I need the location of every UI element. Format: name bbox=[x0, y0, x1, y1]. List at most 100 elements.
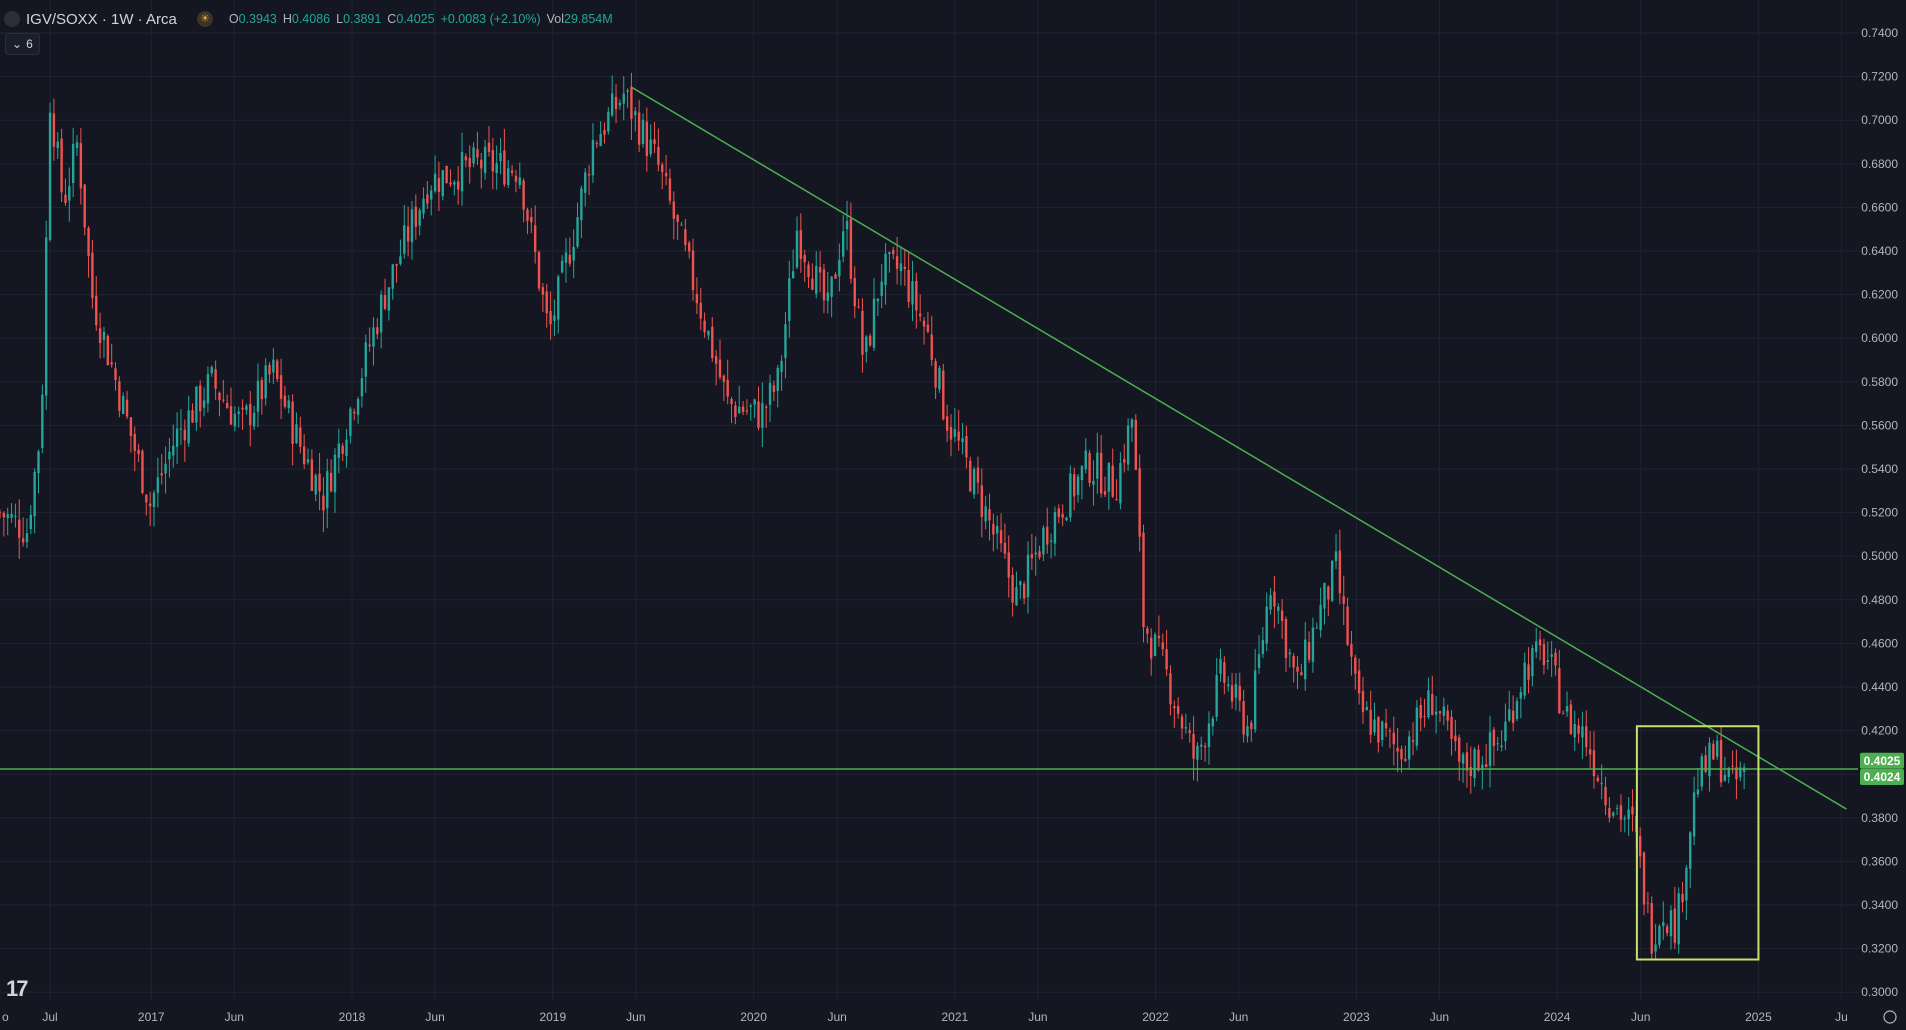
candle-body bbox=[229, 406, 233, 425]
price-tag bbox=[1860, 752, 1904, 769]
candle-body bbox=[45, 237, 48, 396]
candle-body bbox=[919, 313, 922, 317]
candle-body bbox=[341, 445, 344, 454]
settings-icon[interactable] bbox=[1883, 1010, 1897, 1024]
candle-body bbox=[1377, 716, 1380, 743]
candle-body bbox=[1662, 922, 1665, 927]
candle-body bbox=[1361, 691, 1365, 713]
candle-body bbox=[1107, 462, 1111, 492]
candle-body bbox=[1092, 480, 1095, 485]
tradingview-logo-icon[interactable]: 17 bbox=[6, 976, 29, 1001]
candle-body bbox=[1015, 587, 1018, 606]
candle-body bbox=[1073, 474, 1076, 497]
candle-body bbox=[1658, 926, 1661, 945]
candle-body bbox=[1334, 551, 1338, 562]
y-tick-label: 0.4600 bbox=[1861, 636, 1898, 650]
candle-body bbox=[302, 446, 306, 465]
candle-body bbox=[722, 375, 726, 382]
candle-body bbox=[1315, 627, 1318, 629]
candle-body bbox=[372, 327, 375, 347]
x-tick-label: Ju bbox=[1835, 1010, 1848, 1024]
y-tick-label: 0.5800 bbox=[1861, 375, 1898, 389]
candle-body bbox=[1654, 944, 1657, 952]
candle-body bbox=[1111, 465, 1114, 497]
drawings[interactable] bbox=[0, 86, 1858, 961]
candle-body bbox=[861, 310, 864, 355]
candle-body bbox=[476, 149, 479, 158]
descending-trendline[interactable] bbox=[631, 86, 1847, 810]
candle-body bbox=[210, 367, 213, 374]
indicators-collapse-button[interactable]: ⌄ 6 bbox=[5, 33, 40, 55]
candle-body bbox=[1689, 832, 1692, 869]
candle-body bbox=[780, 360, 783, 373]
candle-body bbox=[445, 165, 448, 184]
x-tick-label: 2025 bbox=[1745, 1010, 1772, 1024]
candle-body bbox=[299, 427, 302, 447]
candle-body bbox=[1284, 619, 1288, 658]
candle-body bbox=[1103, 491, 1107, 495]
candle-body bbox=[1623, 818, 1626, 820]
volume-value: 29.854M bbox=[564, 12, 613, 26]
candle-body bbox=[406, 226, 410, 242]
candle-body bbox=[1238, 685, 1241, 701]
y-tick-label: 0.6800 bbox=[1861, 157, 1898, 171]
candle-body bbox=[1527, 664, 1530, 680]
symbol-title[interactable]: IGV/SOXX · 1W · Arca bbox=[26, 10, 177, 28]
candle-body bbox=[1207, 723, 1211, 748]
candle-body bbox=[580, 188, 583, 221]
candle-body bbox=[764, 406, 768, 408]
candle-body bbox=[191, 410, 194, 423]
candle-body bbox=[1261, 640, 1265, 654]
candle-body bbox=[83, 184, 86, 228]
candle-body bbox=[148, 503, 152, 507]
candle-body bbox=[187, 410, 190, 444]
candle-body bbox=[614, 96, 618, 110]
candle-body bbox=[1669, 910, 1673, 937]
price-axis[interactable]: 0.7400 0.7200 0.7000 0.6800 0.6600 0.6400 0.62… bbox=[1860, 26, 1904, 999]
y-tick-label: 0.6000 bbox=[1861, 331, 1898, 345]
candle-body bbox=[60, 138, 63, 193]
candle-body bbox=[607, 111, 610, 132]
candle-body bbox=[1273, 591, 1276, 607]
candle-body bbox=[1311, 627, 1315, 662]
candle-body bbox=[761, 403, 764, 428]
candle-body bbox=[1123, 459, 1126, 463]
candle-body bbox=[657, 146, 660, 165]
candle-body bbox=[884, 253, 887, 286]
candle-body bbox=[815, 265, 818, 294]
candle-body bbox=[179, 428, 183, 430]
y-tick-label: 0.3400 bbox=[1861, 898, 1898, 912]
candle-body bbox=[945, 416, 949, 431]
open-label: O bbox=[228, 12, 239, 26]
candle-body bbox=[892, 249, 895, 255]
candle-body bbox=[1230, 685, 1234, 702]
symbol-icon[interactable] bbox=[4, 11, 20, 27]
candle-body bbox=[938, 367, 941, 390]
candle-body bbox=[564, 252, 568, 263]
candle-body bbox=[1396, 747, 1399, 752]
candle-body bbox=[1307, 642, 1311, 660]
candle-body bbox=[649, 139, 652, 155]
candle-body bbox=[276, 360, 279, 379]
candle-body bbox=[337, 443, 341, 458]
candle-body bbox=[1065, 517, 1068, 521]
time-axis[interactable]: Jul 2017 Jun 2018 Jun 2019 Jun 2020 Jun 2021 Jun 20… bbox=[2, 1010, 1897, 1024]
candle-body bbox=[310, 459, 314, 491]
candle-body bbox=[1338, 550, 1342, 594]
candle-body bbox=[1134, 419, 1138, 470]
y-tick-label: 0.3000 bbox=[1861, 985, 1898, 999]
candle-body bbox=[707, 330, 710, 336]
chart-grid bbox=[0, 0, 1858, 1000]
candle-body bbox=[1727, 767, 1730, 777]
x-tick-label: 2024 bbox=[1544, 1010, 1571, 1024]
candle-body bbox=[1296, 666, 1299, 672]
x-tick-label: Jun bbox=[626, 1010, 645, 1024]
candle-body bbox=[888, 252, 891, 255]
highlight-rectangle[interactable] bbox=[1635, 725, 1760, 961]
candle-body bbox=[999, 530, 1003, 544]
volume-label: Vol bbox=[546, 12, 565, 26]
candle-body bbox=[403, 225, 406, 254]
candle-body bbox=[803, 254, 806, 263]
candle-body bbox=[1384, 722, 1388, 729]
